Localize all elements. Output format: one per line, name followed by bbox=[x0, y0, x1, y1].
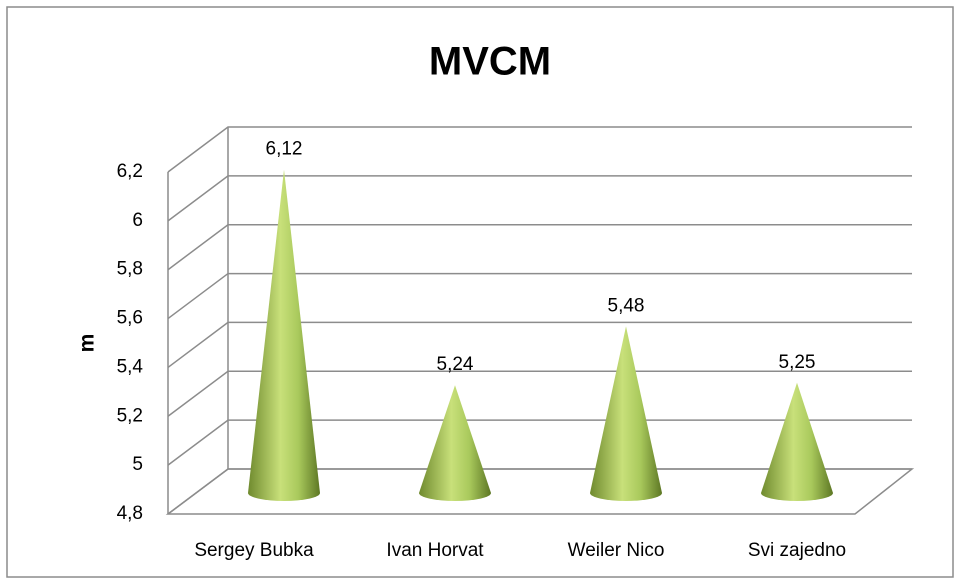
cone bbox=[248, 169, 320, 501]
x-tick-label: Svi zajedno bbox=[748, 540, 846, 561]
y-tick-label: 5 bbox=[132, 454, 143, 475]
cone-body bbox=[248, 169, 320, 501]
cone-body bbox=[761, 382, 833, 501]
data-label: 6,12 bbox=[266, 139, 303, 160]
cone-body bbox=[590, 326, 662, 501]
y-tick-label: 4,8 bbox=[117, 503, 143, 524]
data-label: 5,24 bbox=[437, 354, 474, 375]
y-tick-label: 5,6 bbox=[117, 308, 143, 329]
x-tick-label: Weiler Nico bbox=[568, 540, 665, 561]
data-label: 5,25 bbox=[779, 352, 816, 373]
cone-body bbox=[419, 385, 491, 501]
cone bbox=[761, 382, 833, 501]
chart-title: MVCM bbox=[429, 40, 551, 84]
y-axis-label: m bbox=[76, 334, 99, 353]
y-tick-label: 5,8 bbox=[117, 259, 143, 280]
x-tick-label: Ivan Horvat bbox=[386, 540, 484, 561]
y-tick-label: 5,2 bbox=[117, 405, 143, 426]
y-tick-label: 6 bbox=[132, 210, 143, 231]
y-tick-label: 5,4 bbox=[117, 356, 144, 377]
y-tick-label: 6,2 bbox=[117, 161, 143, 182]
cone bbox=[419, 385, 491, 501]
data-label: 5,48 bbox=[608, 295, 645, 316]
x-tick-label: Sergey Bubka bbox=[194, 540, 314, 561]
cone bbox=[590, 326, 662, 501]
